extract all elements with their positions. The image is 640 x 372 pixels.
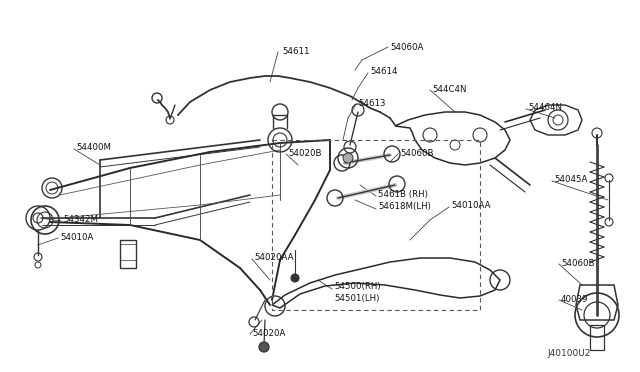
Bar	[590, 325, 604, 350]
Text: 5461B (RH): 5461B (RH)	[378, 189, 428, 199]
Text: 40039: 40039	[561, 295, 588, 304]
Text: 54020AA: 54020AA	[254, 253, 294, 263]
Text: 54060B: 54060B	[400, 148, 433, 157]
Text: 54020B: 54020B	[288, 148, 321, 157]
Text: 544C4N: 544C4N	[432, 84, 467, 93]
Text: 54614: 54614	[370, 67, 397, 77]
Bar	[120, 240, 136, 268]
Circle shape	[259, 342, 269, 352]
Text: 54020A: 54020A	[252, 328, 285, 337]
Text: 54342M: 54342M	[63, 215, 98, 224]
Text: 54060B: 54060B	[561, 259, 595, 267]
Text: 54045A: 54045A	[554, 176, 588, 185]
Text: 54010AA: 54010AA	[451, 201, 490, 209]
Text: 54500(RH): 54500(RH)	[334, 282, 381, 292]
Text: 54618M(LH): 54618M(LH)	[378, 202, 431, 212]
Text: 54613: 54613	[358, 99, 385, 108]
Text: 54010A: 54010A	[60, 232, 93, 241]
Circle shape	[291, 274, 299, 282]
Circle shape	[343, 153, 353, 163]
Text: 54501(LH): 54501(LH)	[334, 295, 380, 304]
Text: 54400M: 54400M	[76, 144, 111, 153]
Text: J40100U2: J40100U2	[548, 350, 591, 359]
Text: 54060A: 54060A	[390, 42, 424, 51]
Text: 54464N: 54464N	[528, 103, 562, 112]
Text: 54611: 54611	[282, 48, 310, 57]
Bar	[272, 140, 480, 310]
